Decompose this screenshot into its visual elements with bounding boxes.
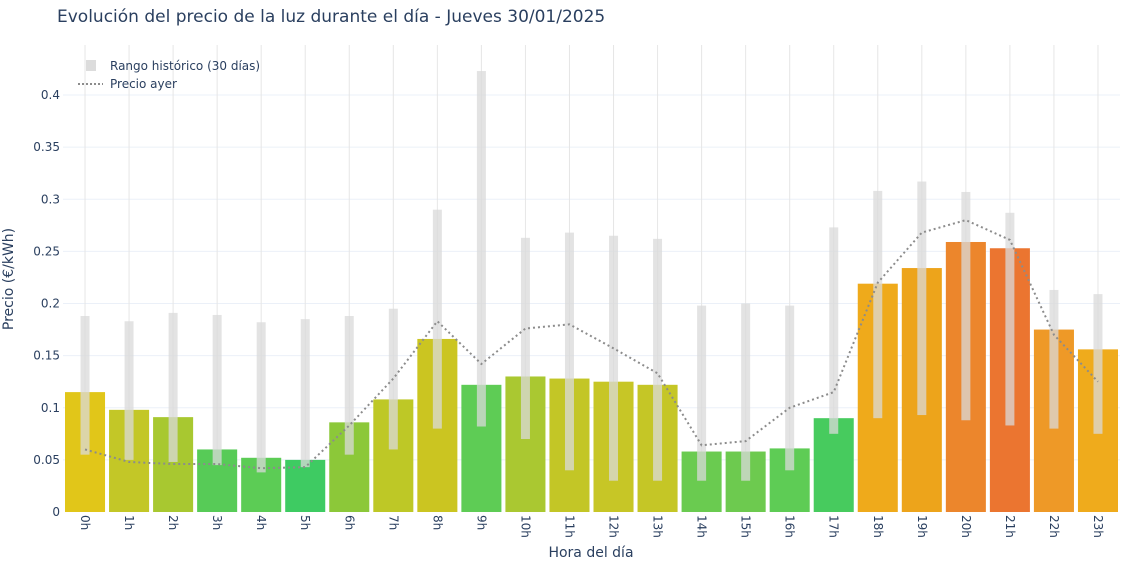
legend-range-swatch <box>86 60 96 71</box>
range-bar <box>1093 294 1103 434</box>
range-bar <box>1049 289 1059 429</box>
y-tick-label: 0.4 <box>41 88 60 102</box>
range-bar <box>917 181 927 416</box>
legend[interactable]: Rango histórico (30 días) Precio ayer <box>78 59 260 91</box>
range-bar <box>785 305 795 471</box>
range-bar <box>520 237 530 440</box>
y-tick-label: 0.05 <box>33 453 60 467</box>
range-bar <box>1005 212 1015 426</box>
legend-line-label: Precio ayer <box>110 77 177 91</box>
range-bar <box>741 303 751 481</box>
axes: 0 0.05 0.1 0.15 0.2 0.25 0.3 0.35 0.4 0h 1h 2h 3h 4h 5… <box>33 88 1105 538</box>
x-tick-label: 12h <box>607 515 621 538</box>
x-tick-label: 0h <box>78 515 92 530</box>
chart-title: Evolución del precio de la luz durante e… <box>57 7 606 27</box>
x-tick-label: 16h <box>783 515 797 538</box>
yesterday-line-path <box>84 219 1099 470</box>
x-tick-label: 2h <box>166 515 180 530</box>
x-tick-label: 19h <box>915 515 929 538</box>
x-tick-label: 15h <box>739 515 753 538</box>
y-tick-label: 0.15 <box>33 349 60 363</box>
range-bar <box>476 71 486 427</box>
range-bar <box>609 235 619 481</box>
x-tick-label: 3h <box>210 515 224 530</box>
x-tick-label: 1h <box>122 515 136 530</box>
x-tick-label: 18h <box>871 515 885 538</box>
range-bar <box>829 227 839 434</box>
range-bar <box>432 209 442 429</box>
x-tick-label: 7h <box>386 515 400 530</box>
x-tick-label: 17h <box>827 515 841 538</box>
range-bar <box>961 191 971 421</box>
range-bar <box>344 316 354 455</box>
y-tick-label: 0.1 <box>41 401 60 415</box>
x-tick-label: 4h <box>254 515 268 530</box>
y-tick-label: 0.3 <box>41 192 60 206</box>
x-tick-label: 14h <box>695 515 709 538</box>
x-tick-label: 21h <box>1003 515 1017 538</box>
x-tick-label: 10h <box>518 515 532 538</box>
y-tick-label: 0.2 <box>41 297 60 311</box>
x-tick-label: 22h <box>1047 515 1061 538</box>
range-bar <box>256 322 266 473</box>
price-bar <box>285 459 326 512</box>
historical-range-bars <box>80 71 1103 481</box>
range-bar <box>168 312 178 462</box>
y-tick-label: 0 <box>52 505 60 519</box>
y-axis-title: Precio (€/kWh) <box>1 228 17 330</box>
range-bar <box>212 314 222 466</box>
range-bar <box>80 316 90 455</box>
y-tick-label: 0.25 <box>33 244 60 258</box>
range-bar <box>873 190 883 419</box>
x-tick-label: 13h <box>651 515 665 538</box>
range-bar <box>697 305 707 481</box>
x-axis-title: Hora del día <box>548 545 633 561</box>
x-tick-label: 11h <box>562 515 576 538</box>
x-tick-label: 20h <box>959 515 973 538</box>
x-tick-label: 9h <box>474 515 488 530</box>
x-tick-label: 5h <box>298 515 312 530</box>
range-bar <box>564 232 574 471</box>
price-bars <box>65 241 1118 512</box>
x-tick-label: 8h <box>430 515 444 530</box>
range-bar <box>653 238 663 481</box>
x-tick-label: 23h <box>1091 515 1105 538</box>
x-tick-label: 6h <box>342 515 356 530</box>
y-tick-label: 0.35 <box>33 140 60 154</box>
legend-range-label: Rango histórico (30 días) <box>110 59 260 73</box>
yesterday-price-line <box>84 219 1099 470</box>
range-bar <box>300 319 310 468</box>
range-bar <box>124 321 134 460</box>
